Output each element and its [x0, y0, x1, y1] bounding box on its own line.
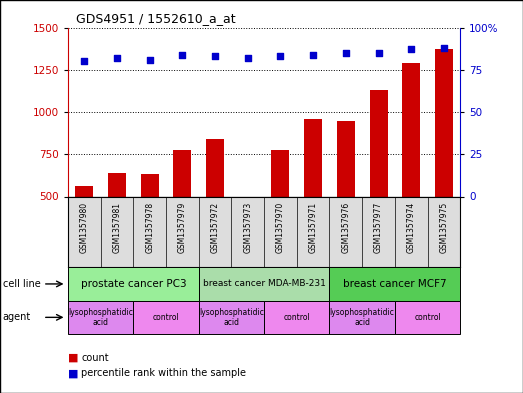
Bar [370, 90, 388, 196]
Text: ■: ■ [68, 353, 78, 363]
Text: control: control [153, 313, 179, 322]
Point [440, 45, 448, 51]
Text: lysophosphatidic
acid: lysophosphatidic acid [68, 308, 133, 327]
Text: control: control [283, 313, 310, 322]
Point [342, 50, 350, 56]
Bar [435, 50, 453, 196]
Point [211, 53, 219, 59]
Text: GSM1357970: GSM1357970 [276, 202, 285, 253]
Text: agent: agent [3, 312, 31, 322]
Text: GSM1357979: GSM1357979 [178, 202, 187, 253]
Bar [174, 150, 191, 196]
Bar [402, 63, 420, 196]
Text: count: count [81, 353, 109, 363]
Text: ■: ■ [68, 368, 78, 378]
Text: prostate cancer PC3: prostate cancer PC3 [81, 279, 186, 289]
Text: percentile rank within the sample: percentile rank within the sample [81, 368, 246, 378]
Bar [206, 139, 224, 196]
Text: GSM1357977: GSM1357977 [374, 202, 383, 253]
Text: GDS4951 / 1552610_a_at: GDS4951 / 1552610_a_at [76, 12, 235, 25]
Text: breast cancer MDA-MB-231: breast cancer MDA-MB-231 [203, 279, 325, 288]
Text: lysophosphatidic
acid: lysophosphatidic acid [199, 308, 264, 327]
Bar [271, 150, 289, 196]
Text: GSM1357973: GSM1357973 [243, 202, 252, 253]
Point [145, 57, 154, 63]
Bar [337, 121, 355, 196]
FancyBboxPatch shape [68, 267, 199, 301]
Text: control: control [414, 313, 441, 322]
Text: GSM1357981: GSM1357981 [112, 202, 121, 253]
FancyBboxPatch shape [199, 267, 329, 301]
Text: breast cancer MCF7: breast cancer MCF7 [343, 279, 447, 289]
Bar [108, 173, 126, 196]
FancyBboxPatch shape [133, 301, 199, 334]
Text: GSM1357974: GSM1357974 [407, 202, 416, 253]
Point [178, 51, 187, 58]
Text: GSM1357976: GSM1357976 [342, 202, 350, 253]
FancyBboxPatch shape [264, 301, 329, 334]
Point [374, 50, 383, 56]
Bar [304, 119, 322, 196]
Point [276, 53, 285, 59]
Text: GSM1357972: GSM1357972 [211, 202, 220, 253]
FancyBboxPatch shape [395, 301, 460, 334]
Point [244, 55, 252, 61]
Point [309, 51, 317, 58]
Point [407, 46, 415, 53]
Text: GSM1357980: GSM1357980 [80, 202, 89, 253]
Bar [141, 174, 158, 196]
Text: GSM1357971: GSM1357971 [309, 202, 317, 253]
Text: GSM1357978: GSM1357978 [145, 202, 154, 253]
FancyBboxPatch shape [199, 301, 264, 334]
Text: lysophosphatidic
acid: lysophosphatidic acid [329, 308, 395, 327]
Point [80, 58, 88, 64]
Point [113, 55, 121, 61]
FancyBboxPatch shape [329, 301, 395, 334]
FancyBboxPatch shape [329, 267, 460, 301]
Text: GSM1357975: GSM1357975 [439, 202, 448, 253]
FancyBboxPatch shape [68, 301, 133, 334]
Text: cell line: cell line [3, 279, 40, 289]
Bar [75, 186, 93, 196]
